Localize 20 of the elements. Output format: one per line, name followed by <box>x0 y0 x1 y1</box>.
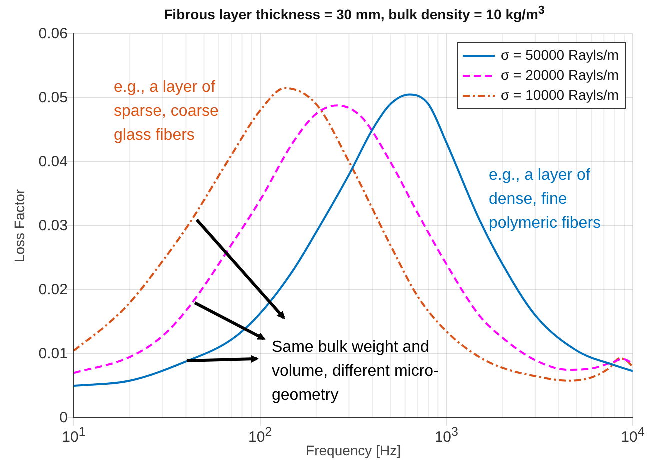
y-tick-label: 0.04 <box>38 154 68 170</box>
chart-title: Fibrous layer thickness = 30 mm, bulk density = 10 kg/m$^{3}$ <box>163 4 546 23</box>
y-axis-title: Loss Factor <box>11 189 28 263</box>
legend-label: σ = 50000 Rayls/m <box>501 46 620 63</box>
y-tick-label: 0.02 <box>38 282 68 298</box>
x-axis-title: Frequency [Hz] <box>306 442 401 458</box>
annotation: Same bulk weight and volume, different micro-geometry <box>272 338 440 406</box>
y-tick-label: 0.06 <box>38 26 68 42</box>
annotation: e.g., a layer of dense, fine polymeric fibers <box>489 166 602 234</box>
legend-label: σ = 20000 Rayls/m <box>501 66 620 83</box>
y-tick-label: 0 <box>60 410 68 426</box>
x-tick-label: 10$^{3}$ <box>434 424 458 446</box>
x-tick-label: 10$^{2}$ <box>248 424 272 446</box>
x-tick-label: 10$^{4}$ <box>621 424 645 446</box>
y-tick-label: 0.01 <box>38 346 68 362</box>
x-tick-label: 10$^{1}$ <box>62 425 86 446</box>
annotation: e.g., a layer of sparse, coarse glass fibers <box>114 78 220 146</box>
y-tick-label: 0.05 <box>38 90 68 106</box>
legend-label: σ = 10000 Rayls/m <box>501 86 620 103</box>
y-tick-label: 0.03 <box>38 218 68 234</box>
